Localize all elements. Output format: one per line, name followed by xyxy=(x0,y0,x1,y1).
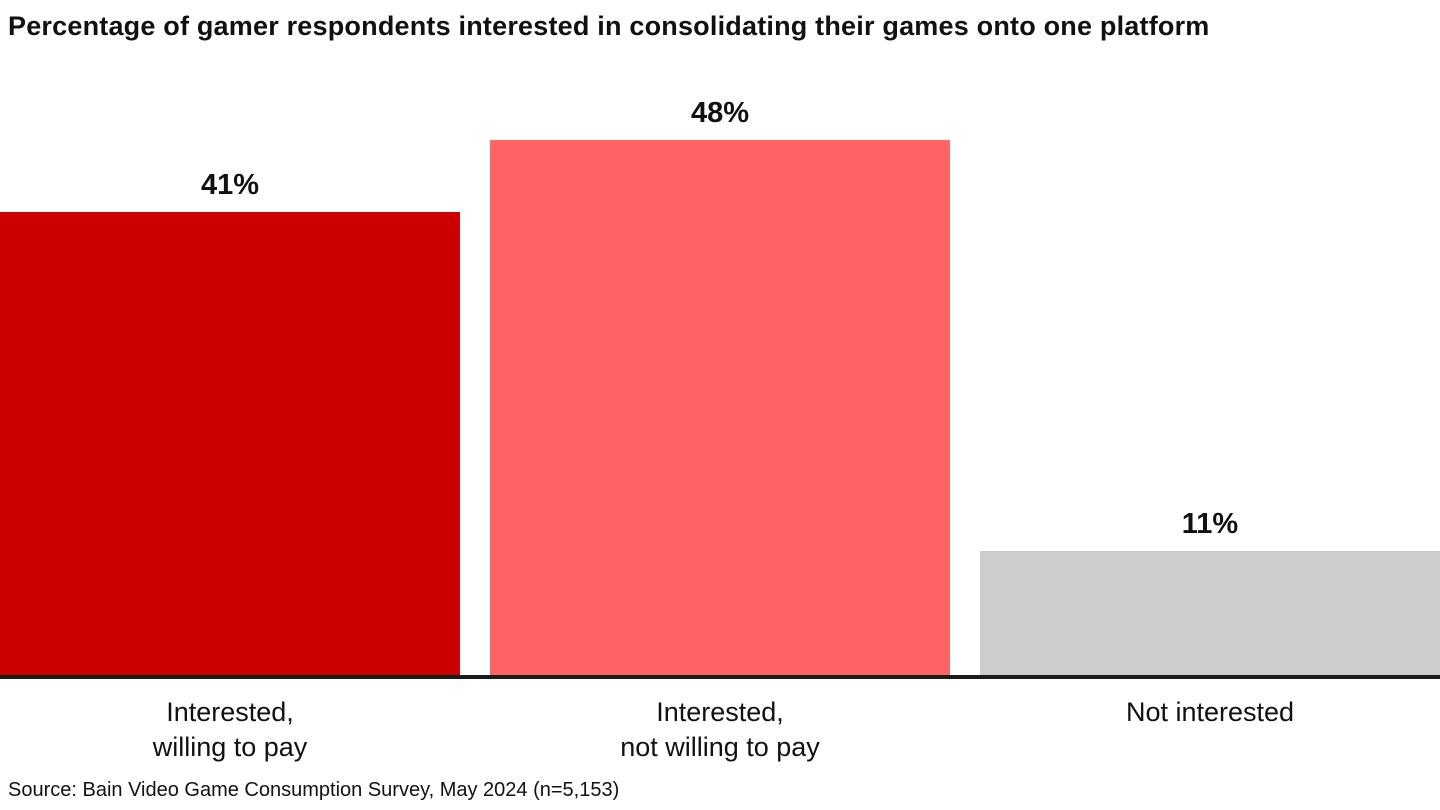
source-note: Source: Bain Video Game Consumption Surv… xyxy=(8,779,620,801)
category-labels: Interested, willing to pay Interested, no… xyxy=(0,695,1440,765)
bar xyxy=(0,212,460,676)
chart-title: Percentage of gamer respondents interest… xyxy=(8,11,1210,41)
bar-value-label: 48% xyxy=(690,97,750,130)
bar-column: 41% xyxy=(0,97,460,676)
category-label: Interested, not willing to pay xyxy=(620,697,820,763)
category-label: Interested, willing to pay xyxy=(152,697,308,763)
bar-chart: 41% 48% 11% Interested, willing to pay Inte… xyxy=(0,97,1440,765)
x-axis-line xyxy=(0,675,1440,680)
bars-container: 41% 48% 11% xyxy=(0,97,1440,676)
bar-value-label: 41% xyxy=(200,169,260,202)
bar xyxy=(490,140,950,676)
bar-column: 48% xyxy=(490,97,950,676)
bar-value-label: 11% xyxy=(1181,508,1239,541)
bar-column: 11% xyxy=(980,97,1440,676)
bar xyxy=(980,551,1440,676)
category-label: Not interested xyxy=(1125,697,1295,728)
